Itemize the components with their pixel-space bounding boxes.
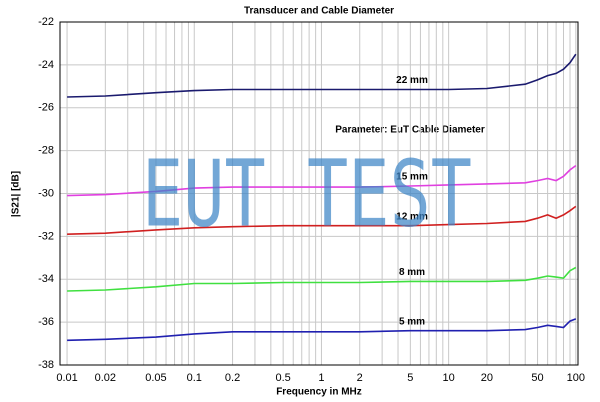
x-tick-label: 0.2 (225, 372, 240, 384)
y-tick-label: -30 (38, 187, 54, 199)
x-tick-label: 0.01 (56, 372, 77, 384)
y-tick-label: -22 (38, 16, 54, 28)
y-axis-label: |S21| [dB] (11, 171, 22, 217)
series-label: 5 mm (399, 316, 425, 327)
series-label: 15 mm (396, 172, 428, 183)
y-tick-label: -24 (38, 59, 54, 71)
series-line (67, 164, 577, 197)
x-tick-label: 5 (407, 372, 413, 384)
series-line (67, 53, 577, 98)
y-tick-label: -28 (38, 145, 54, 157)
x-tick-label: 1 (318, 372, 324, 384)
x-tick-label: 20 (481, 372, 493, 384)
y-tick-label: -38 (38, 359, 54, 371)
y-tick-label: -26 (38, 102, 54, 114)
x-tick-label: 2 (357, 372, 363, 384)
x-tick-label: 100 (567, 372, 585, 384)
x-tick-label: 10 (443, 372, 455, 384)
series-label: 22 mm (396, 75, 428, 86)
y-tick-label: -36 (38, 316, 54, 328)
series-line (67, 266, 577, 292)
series-line (67, 205, 577, 235)
x-axis-label: Frequency in MHz (276, 387, 362, 398)
x-tick-label: 0.5 (276, 372, 291, 384)
x-tick-label: 0.05 (145, 372, 166, 384)
chart-title: Transducer and Cable Diameter (244, 6, 394, 17)
x-tick-label: 50 (531, 372, 543, 384)
series-line (67, 318, 577, 342)
series-label: 12 mm (396, 211, 428, 222)
y-tick-label: -34 (38, 273, 54, 285)
x-tick-label: 0.02 (95, 372, 116, 384)
series-label: 8 mm (399, 267, 425, 278)
watermark: EUT TEST (142, 140, 472, 247)
x-tick-label: 0.1 (187, 372, 202, 384)
y-tick-label: -32 (38, 230, 54, 242)
plot-frame (59, 21, 579, 366)
